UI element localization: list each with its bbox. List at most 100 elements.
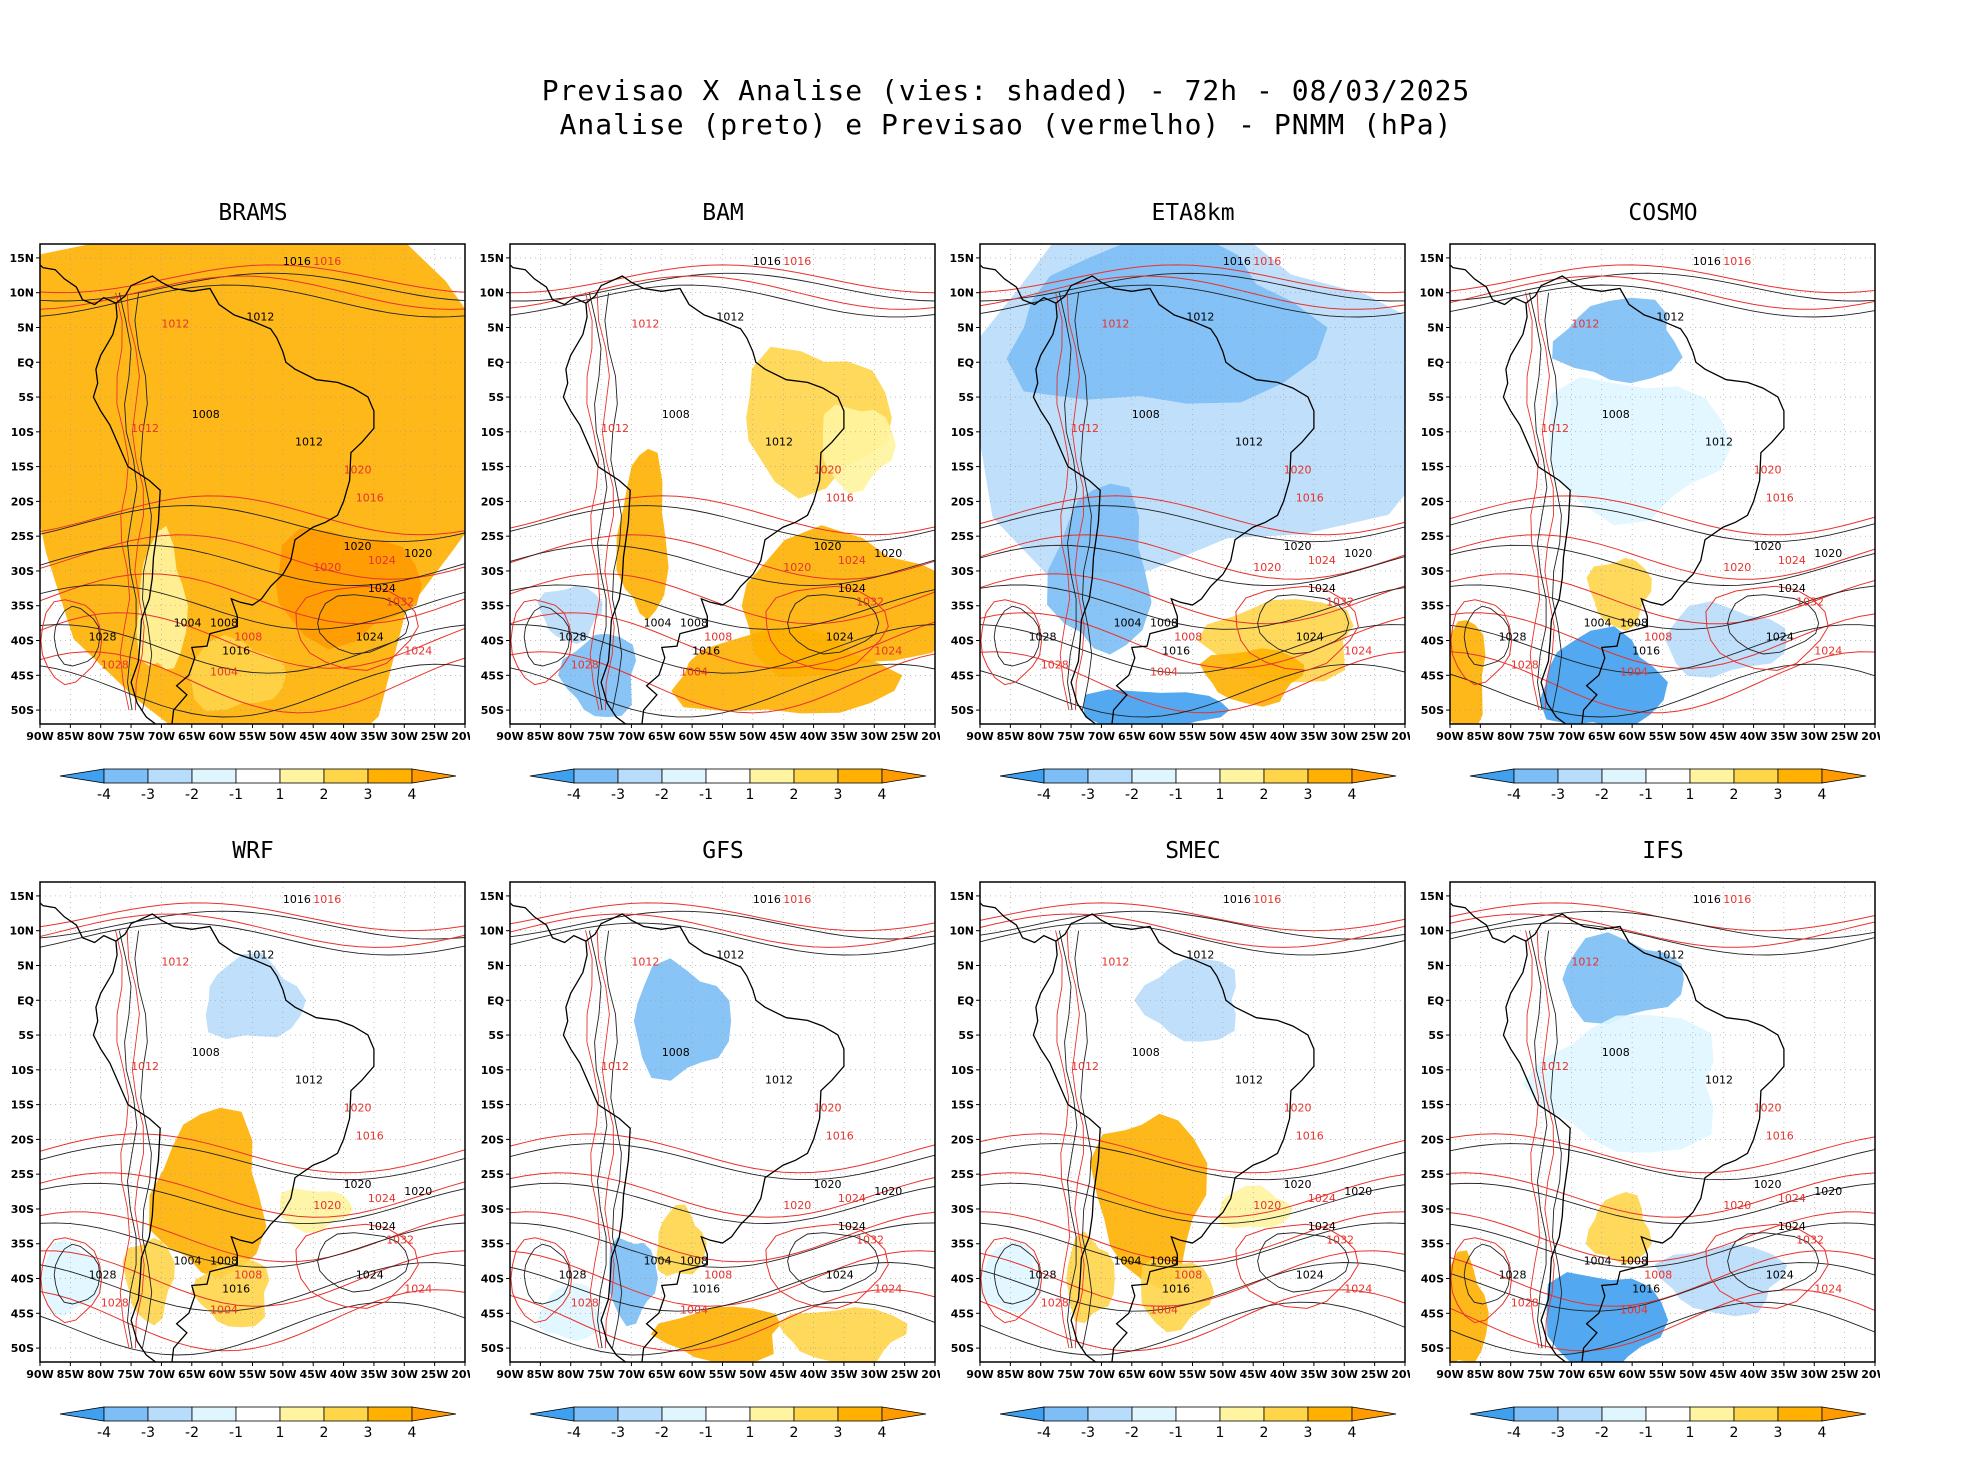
lat-tick-label: 20S — [951, 495, 974, 508]
lat-tick-label: 40S — [11, 635, 34, 648]
colorbar-swatch — [1777, 768, 1823, 784]
colorbar-label: 1 — [746, 1425, 755, 1441]
analysis-contour-label: 1012 — [1656, 311, 1684, 324]
coastline — [1502, 913, 1785, 1362]
analysis-contour-label: 1008 — [1132, 1046, 1160, 1059]
lon-tick-label: 35W — [1770, 1368, 1797, 1381]
colorbar-label: -2 — [1595, 1425, 1609, 1441]
isobar-andes — [588, 930, 608, 1349]
lat-tick-label: 10S — [11, 1064, 34, 1077]
colorbar-arrow-left — [1469, 768, 1515, 784]
lon-tick-label: 90W — [1436, 730, 1463, 743]
lon-tick-label: 40W — [330, 730, 357, 743]
isobar — [40, 1211, 465, 1263]
lat-tick-label: 5S — [958, 1029, 974, 1042]
lat-tick-label: 10N — [9, 925, 34, 938]
forecast-contour-label: 1012 — [631, 955, 659, 968]
colorbar-swatch — [191, 1406, 237, 1422]
colorbar-arrow-left — [999, 1406, 1045, 1422]
coastline-central-america — [1450, 264, 1527, 306]
lat-tick-label: 35S — [11, 600, 34, 613]
lon-tick-label: 50W — [1679, 730, 1706, 743]
forecast-contour-label: 1020 — [814, 1102, 842, 1115]
analysis-contour-label: 1004 — [174, 617, 202, 630]
lon-tick-label: 35W — [830, 1368, 857, 1381]
isobar-andes — [1536, 292, 1555, 711]
colorbar-label: 3 — [364, 1425, 373, 1441]
lat-tick-label: 50S — [1421, 704, 1444, 717]
colorbar-swatch — [1043, 768, 1089, 784]
lon-tick-label: 20W — [1391, 730, 1410, 743]
lon-tick-label: 55W — [1179, 730, 1206, 743]
lat-tick-label: 25S — [481, 530, 504, 543]
forecast-contour-label: 1020 — [344, 1102, 372, 1115]
lon-tick-label: 50W — [1209, 1368, 1236, 1381]
lon-tick-label: 65W — [1118, 730, 1145, 743]
isobar — [510, 264, 935, 294]
lon-tick-label: 70W — [1088, 1368, 1115, 1381]
analysis-contour-label: 1012 — [1186, 311, 1214, 324]
isobar — [510, 1182, 935, 1224]
colorbar-arrow-left — [999, 768, 1045, 784]
coastline-central-america — [980, 902, 1057, 944]
panel-ifs: IFS 1016 1012 1008 1004 1020 1024 1028 1016 1012… — [1410, 838, 1880, 1458]
isobar — [510, 272, 935, 302]
bias-area — [280, 1188, 353, 1233]
isobar — [40, 1289, 465, 1352]
analysis-contour-label: 1020 — [344, 540, 372, 553]
analysis-contour-label: 1016 — [1162, 1282, 1190, 1295]
forecast-contour-label: 1024 — [874, 644, 902, 657]
colorbar-label: -4 — [567, 787, 581, 803]
lat-tick-label: 25S — [951, 1168, 974, 1181]
figure-title: Previsao X Analise (vies: shaded) - 72h … — [0, 74, 1964, 142]
isobar-high — [1463, 1243, 1511, 1305]
coastline — [92, 913, 375, 1362]
colorbar-label: -2 — [1595, 787, 1609, 803]
isobar — [510, 1172, 935, 1218]
forecast-contour-label: 1020 — [313, 561, 341, 574]
panel-title: IFS — [1642, 838, 1684, 864]
colorbar-swatch — [1689, 768, 1735, 784]
isobar-high — [787, 1232, 880, 1293]
isobar — [510, 275, 935, 310]
colorbar-swatch — [1219, 768, 1265, 784]
lon-tick-label: 55W — [1179, 1368, 1206, 1381]
analysis-contour-label: 1028 — [559, 1269, 587, 1282]
lat-tick-label: 30S — [951, 1203, 974, 1216]
forecast-contour-label: 1016 — [1296, 1129, 1324, 1142]
colorbar-label: 3 — [1304, 1425, 1313, 1441]
isobar — [1450, 1143, 1875, 1181]
isobar-andes — [1528, 292, 1548, 711]
lon-tick-label: 25W — [1831, 730, 1858, 743]
lon-tick-label: 70W — [1558, 1368, 1585, 1381]
map-gfs: 1016101210081004102010241028101610121020… — [479, 881, 940, 1381]
lon-tick-label: 30W — [391, 730, 418, 743]
isobar — [980, 1182, 1405, 1225]
lon-tick-label: 45W — [769, 1368, 796, 1381]
lat-tick-label: 30S — [481, 1203, 504, 1216]
forecast-contour-label: 1020 — [1284, 464, 1312, 477]
colorbar-label: 1 — [1216, 1425, 1225, 1441]
isobar — [510, 534, 935, 580]
isobar-high — [53, 1243, 101, 1305]
forecast-contour-label: 1028 — [1041, 1296, 1069, 1309]
analysis-contour-label: 1020 — [1754, 540, 1782, 553]
lat-tick-label: 5N — [487, 321, 504, 334]
isobar-andes — [596, 292, 615, 711]
forecast-contour-label: 1032 — [386, 596, 414, 609]
lon-tick-label: 60W — [208, 1368, 235, 1381]
analysis-contour-label: 1024 — [1778, 1220, 1806, 1233]
colorbar-swatch — [147, 1406, 193, 1422]
isobar-high — [993, 605, 1041, 667]
lon-tick-label: 45W — [769, 730, 796, 743]
lat-tick-label: 45S — [11, 1307, 34, 1320]
isobar-andes — [134, 930, 153, 1349]
isobar — [510, 1222, 935, 1268]
isobar — [980, 272, 1405, 302]
colorbar: -4 -3 -2 -1 1 2 3 4 — [529, 768, 927, 803]
colorbar-label: 4 — [1818, 787, 1827, 803]
isobar — [40, 544, 465, 586]
colorbar-swatch — [1131, 1406, 1177, 1422]
lon-tick-label: 70W — [148, 730, 175, 743]
isobar — [980, 275, 1405, 310]
